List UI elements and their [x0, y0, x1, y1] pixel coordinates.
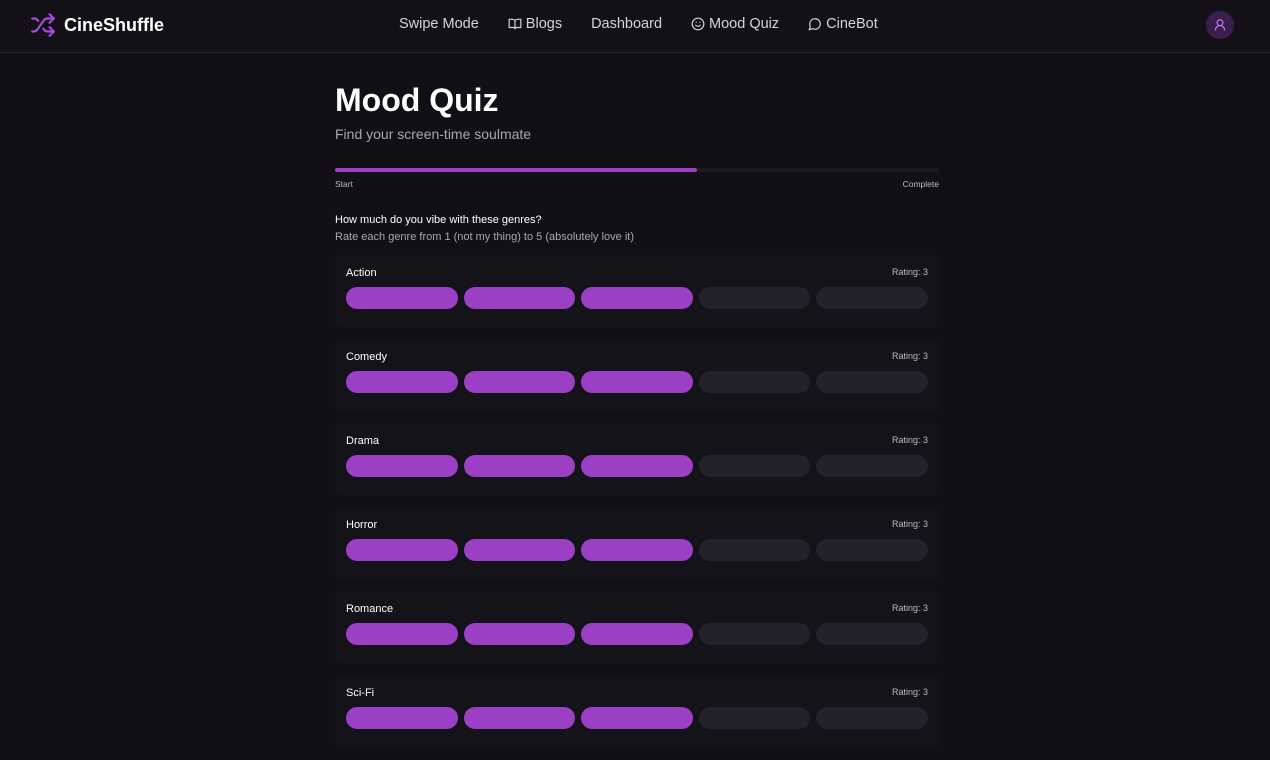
rating-pill[interactable]: [463, 623, 576, 645]
rating-label: Rating: 3: [891, 351, 928, 361]
progress-end: Complete: [902, 179, 939, 189]
genre-card: Comedy Rating: 3: [335, 339, 939, 411]
rating-label: Rating: 3: [891, 519, 928, 529]
rating-pill[interactable]: [698, 707, 811, 729]
rating-pill[interactable]: [346, 371, 458, 393]
rating-pill[interactable]: [463, 371, 576, 393]
rating-pill[interactable]: [581, 623, 693, 645]
genre-name: Action: [346, 267, 377, 279]
title: Mood Quiz: [335, 82, 499, 118]
user-icon: [1214, 19, 1226, 31]
rating-pills: [346, 455, 928, 477]
rating-pill[interactable]: [581, 539, 693, 561]
rating-pill[interactable]: [698, 371, 811, 393]
instruction: Rate each genre from 1 (not my thing) to…: [335, 231, 634, 243]
rating-pill[interactable]: [816, 539, 928, 561]
rating-label: Rating: 3: [891, 267, 928, 277]
rating-pill[interactable]: [698, 539, 811, 561]
rating-pill[interactable]: [581, 287, 693, 309]
book-icon: [508, 18, 522, 30]
progress-start: Start: [335, 179, 353, 189]
genre-header: Comedy Rating: 3: [346, 351, 928, 363]
rating-pill[interactable]: [581, 455, 693, 477]
rating-pill[interactable]: [463, 539, 576, 561]
rating-pill[interactable]: [346, 287, 458, 309]
nav-label: Dashboard: [591, 16, 663, 32]
subtitle: Find your screen-time soulmate: [335, 126, 532, 142]
genre-card: Action Rating: 3: [335, 255, 939, 327]
nav-label: CineBot: [826, 16, 878, 32]
rating-pill[interactable]: [463, 707, 576, 729]
rating-pill[interactable]: [346, 455, 458, 477]
progress-track: [335, 168, 939, 172]
question: How much do you vibe with these genres?: [335, 214, 542, 226]
rating-pill[interactable]: [346, 623, 458, 645]
nav-label: Blogs: [525, 16, 563, 32]
rating-pill[interactable]: [463, 455, 576, 477]
avatar[interactable]: [1206, 11, 1234, 39]
nav-link[interactable]: Mood Quiz: [691, 16, 779, 32]
rating-pill[interactable]: [698, 287, 811, 309]
progress-fill: [335, 168, 698, 172]
genre-name: Horror: [346, 519, 378, 531]
rating-pill[interactable]: [816, 455, 928, 477]
genre-card: Romance Rating: 3: [335, 591, 939, 663]
rating-pill[interactable]: [816, 623, 928, 645]
rating-pill[interactable]: [463, 287, 576, 309]
nav-label: Mood Quiz: [709, 16, 780, 32]
nav-link[interactable]: Swipe Mode: [399, 16, 479, 32]
genre-header: Sci-Fi Rating: 3: [346, 687, 928, 699]
genre-name: Sci-Fi: [346, 687, 375, 699]
rating-pills: [346, 707, 928, 729]
brand-name: CineShuffle: [64, 14, 165, 35]
genre-name: Romance: [346, 603, 394, 615]
progress-labels: Start Complete: [335, 179, 939, 189]
genre-card: Horror Rating: 3: [335, 507, 939, 579]
smile-icon: [691, 17, 705, 31]
genre-header: Drama Rating: 3: [346, 435, 928, 447]
rating-pills: [346, 623, 928, 645]
nav-link[interactable]: Blogs: [508, 16, 562, 32]
genre-header: Action Rating: 3: [346, 267, 928, 279]
rating-pill[interactable]: [698, 455, 811, 477]
rating-label: Rating: 3: [891, 603, 928, 613]
genre-name: Comedy: [346, 351, 387, 363]
rating-pills: [346, 539, 928, 561]
rating-pill[interactable]: [698, 623, 811, 645]
quiz: Mood Quiz Find your screen-time soulmate…: [335, 80, 939, 747]
rating-pill[interactable]: [816, 371, 928, 393]
genre-header: Horror Rating: 3: [346, 519, 928, 531]
navbar: CineShuffle Swipe Mode Blogs Dashboard M…: [0, 0, 1270, 53]
logo-icon: [31, 13, 55, 37]
genre-list: Action Rating: 3 Comedy Rating: 3 Drama Ratin…: [335, 255, 939, 747]
rating-pills: [346, 287, 928, 309]
genre-name: Drama: [346, 435, 380, 447]
rating-pill[interactable]: [346, 539, 458, 561]
nav-label: Swipe Mode: [399, 16, 479, 32]
genre-card: Drama Rating: 3: [335, 423, 939, 495]
rating-pills: [346, 371, 928, 393]
chat-icon: [808, 18, 821, 31]
rating-pill[interactable]: [581, 371, 693, 393]
brand[interactable]: CineShuffle: [30, 12, 164, 38]
nav-links: Swipe Mode Blogs Dashboard Mood Quiz Cin…: [399, 16, 878, 32]
genre-header: Romance Rating: 3: [346, 603, 928, 615]
rating-pill[interactable]: [816, 287, 928, 309]
rating-pill[interactable]: [346, 707, 458, 729]
rating-label: Rating: 3: [891, 435, 928, 445]
nav-link[interactable]: Dashboard: [591, 16, 662, 32]
nav-link[interactable]: CineBot: [808, 16, 878, 32]
genre-card: Sci-Fi Rating: 3: [335, 675, 939, 747]
rating-pill[interactable]: [816, 707, 928, 729]
rating-label: Rating: 3: [891, 687, 928, 697]
rating-pill[interactable]: [581, 707, 693, 729]
